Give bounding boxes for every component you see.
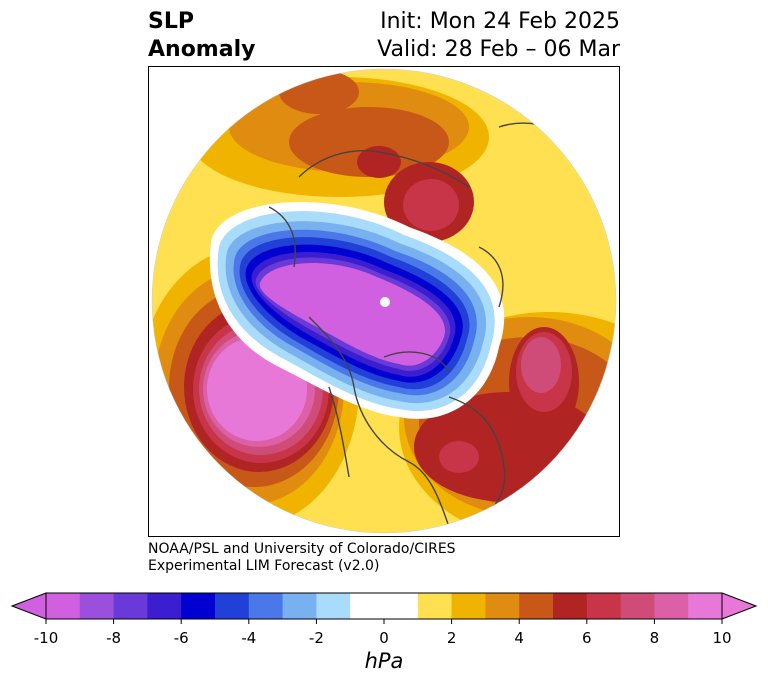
colorbar-segment bbox=[384, 593, 419, 619]
colorbar-segment bbox=[485, 593, 520, 619]
colorbar-tick-label: -6 bbox=[173, 629, 189, 647]
colorbar-tick-label: 0 bbox=[379, 629, 389, 647]
colorbar-extend-min bbox=[10, 592, 47, 620]
colorbar-unit-label: hPa bbox=[364, 649, 404, 673]
colorbar-segment bbox=[79, 593, 115, 619]
colorbar-tick-label: 4 bbox=[514, 629, 524, 647]
colorbar-segment bbox=[282, 593, 317, 619]
colorbar-segment bbox=[316, 593, 351, 619]
title-type: Anomaly bbox=[148, 37, 256, 62]
colorbar-tick-label: -8 bbox=[106, 629, 122, 647]
colorbar-segment bbox=[654, 593, 689, 619]
credit-text: NOAA/PSL and University of Colorado/CIRE… bbox=[148, 541, 456, 575]
hemisphere-boundary bbox=[151, 68, 617, 534]
arctic-low bbox=[209, 201, 505, 419]
colorbar-segment bbox=[181, 593, 216, 619]
init-date: Init: Mon 24 Feb 2025 bbox=[380, 9, 620, 34]
colorbar-extend-max bbox=[721, 592, 758, 620]
colorbar-segment bbox=[350, 593, 385, 619]
colorbar-segment bbox=[147, 593, 182, 619]
colorbar-segment bbox=[248, 593, 284, 619]
colorbar-tick-label: 6 bbox=[582, 629, 592, 647]
credit-line-2: Experimental LIM Forecast (v2.0) bbox=[148, 558, 380, 574]
colorbar-segment bbox=[451, 593, 486, 619]
colorbar-tick-label: -4 bbox=[241, 629, 257, 647]
colorbar-tick-label: 2 bbox=[446, 629, 457, 647]
colorbar-segment bbox=[215, 593, 250, 619]
title-variable: SLP bbox=[148, 9, 194, 34]
forecast-dates: Init: Mon 24 Feb 2025 Valid: 28 Feb – 06… bbox=[377, 8, 620, 64]
anomaly-field bbox=[152, 69, 616, 533]
colorbar-segment bbox=[620, 593, 655, 619]
colorbar-segment bbox=[46, 593, 81, 619]
colorbar-segment bbox=[417, 593, 453, 619]
colorbar-segment bbox=[688, 593, 723, 619]
credit-line-1: NOAA/PSL and University of Colorado/CIRE… bbox=[148, 541, 456, 557]
colorbar bbox=[10, 592, 758, 624]
valid-date: Valid: 28 Feb – 06 Mar bbox=[377, 37, 620, 62]
colorbar-tick-label: 10 bbox=[712, 629, 732, 647]
colorbar-segment bbox=[586, 593, 622, 619]
colorbar-tick-label: -10 bbox=[33, 629, 59, 647]
slp-anomaly-map bbox=[151, 68, 617, 534]
colorbar-segment bbox=[519, 593, 554, 619]
colorbar-segment bbox=[553, 593, 588, 619]
map-panel bbox=[148, 66, 620, 537]
colorbar-segment bbox=[113, 593, 148, 619]
colorbar-tick-label: -2 bbox=[308, 629, 324, 647]
map-title: SLP Anomaly bbox=[148, 8, 255, 64]
colorbar-tick-label: 8 bbox=[649, 629, 660, 647]
